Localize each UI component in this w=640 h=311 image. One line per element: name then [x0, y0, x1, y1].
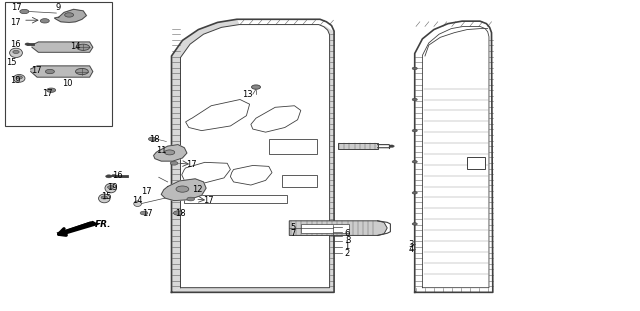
Circle shape [47, 88, 56, 92]
Text: 15: 15 [6, 58, 17, 67]
Text: FR.: FR. [95, 220, 111, 229]
Text: 14: 14 [70, 42, 81, 51]
Circle shape [111, 174, 116, 177]
Text: 17: 17 [12, 3, 22, 12]
Text: 5: 5 [290, 223, 295, 232]
Text: 14: 14 [132, 196, 143, 205]
Polygon shape [289, 221, 387, 235]
Bar [282, 175, 317, 187]
Circle shape [40, 19, 49, 23]
Text: 16: 16 [10, 40, 20, 49]
Text: 12: 12 [192, 185, 202, 194]
Bar [301, 224, 349, 233]
Polygon shape [172, 19, 239, 292]
Circle shape [173, 211, 182, 215]
Circle shape [13, 50, 19, 53]
Polygon shape [182, 162, 230, 183]
Text: 11: 11 [156, 146, 166, 155]
Text: 3: 3 [408, 240, 413, 249]
Circle shape [412, 129, 417, 132]
Circle shape [20, 9, 29, 14]
Circle shape [77, 44, 90, 50]
Circle shape [76, 68, 88, 75]
Polygon shape [338, 143, 378, 149]
Polygon shape [237, 19, 334, 35]
Polygon shape [230, 165, 272, 185]
Ellipse shape [13, 75, 25, 82]
Circle shape [412, 160, 417, 163]
Text: 15: 15 [101, 192, 111, 201]
Polygon shape [56, 221, 99, 235]
Polygon shape [172, 288, 334, 292]
Text: 8: 8 [346, 236, 351, 244]
Bar [5, 2, 112, 126]
Text: 17: 17 [204, 196, 214, 205]
Text: 17: 17 [186, 160, 197, 169]
Ellipse shape [134, 201, 141, 207]
Text: 18: 18 [175, 209, 186, 217]
Polygon shape [161, 179, 206, 201]
Polygon shape [251, 106, 301, 132]
Circle shape [170, 161, 178, 165]
Circle shape [412, 192, 417, 194]
Text: 1: 1 [344, 242, 349, 251]
Circle shape [412, 223, 417, 225]
Circle shape [176, 186, 189, 192]
Ellipse shape [10, 48, 22, 58]
Bar [184, 195, 287, 203]
Polygon shape [54, 9, 86, 22]
Text: 9: 9 [56, 3, 61, 12]
Text: 17: 17 [141, 187, 152, 196]
Polygon shape [32, 42, 93, 52]
Text: 17: 17 [10, 18, 20, 27]
Text: 7: 7 [290, 230, 295, 238]
Circle shape [389, 145, 394, 147]
Circle shape [106, 175, 112, 178]
Circle shape [174, 211, 182, 215]
Circle shape [148, 137, 156, 141]
Circle shape [65, 13, 74, 17]
Text: 18: 18 [149, 135, 160, 144]
Text: 10: 10 [62, 79, 72, 88]
Circle shape [252, 85, 260, 89]
Polygon shape [154, 145, 187, 161]
Ellipse shape [105, 183, 116, 193]
Circle shape [101, 196, 108, 199]
Polygon shape [31, 66, 93, 77]
Circle shape [25, 43, 30, 45]
Text: 2: 2 [344, 249, 349, 258]
Bar [269, 139, 317, 154]
Circle shape [164, 150, 175, 155]
Circle shape [16, 76, 22, 79]
Circle shape [108, 186, 114, 189]
Circle shape [412, 98, 417, 101]
Ellipse shape [99, 194, 110, 203]
Text: 19: 19 [108, 183, 118, 192]
Text: 6: 6 [344, 230, 349, 238]
Text: 17: 17 [42, 89, 52, 98]
Polygon shape [186, 100, 250, 131]
Text: 17: 17 [142, 209, 153, 217]
Circle shape [45, 69, 54, 74]
Text: 19: 19 [10, 77, 20, 85]
Circle shape [140, 211, 148, 215]
Text: 4: 4 [408, 245, 413, 254]
Text: 17: 17 [31, 66, 42, 75]
Circle shape [187, 197, 195, 201]
Polygon shape [330, 31, 334, 292]
Text: 13: 13 [242, 91, 253, 99]
Bar [467, 157, 485, 169]
Text: 16: 16 [112, 171, 123, 180]
Circle shape [412, 67, 417, 70]
